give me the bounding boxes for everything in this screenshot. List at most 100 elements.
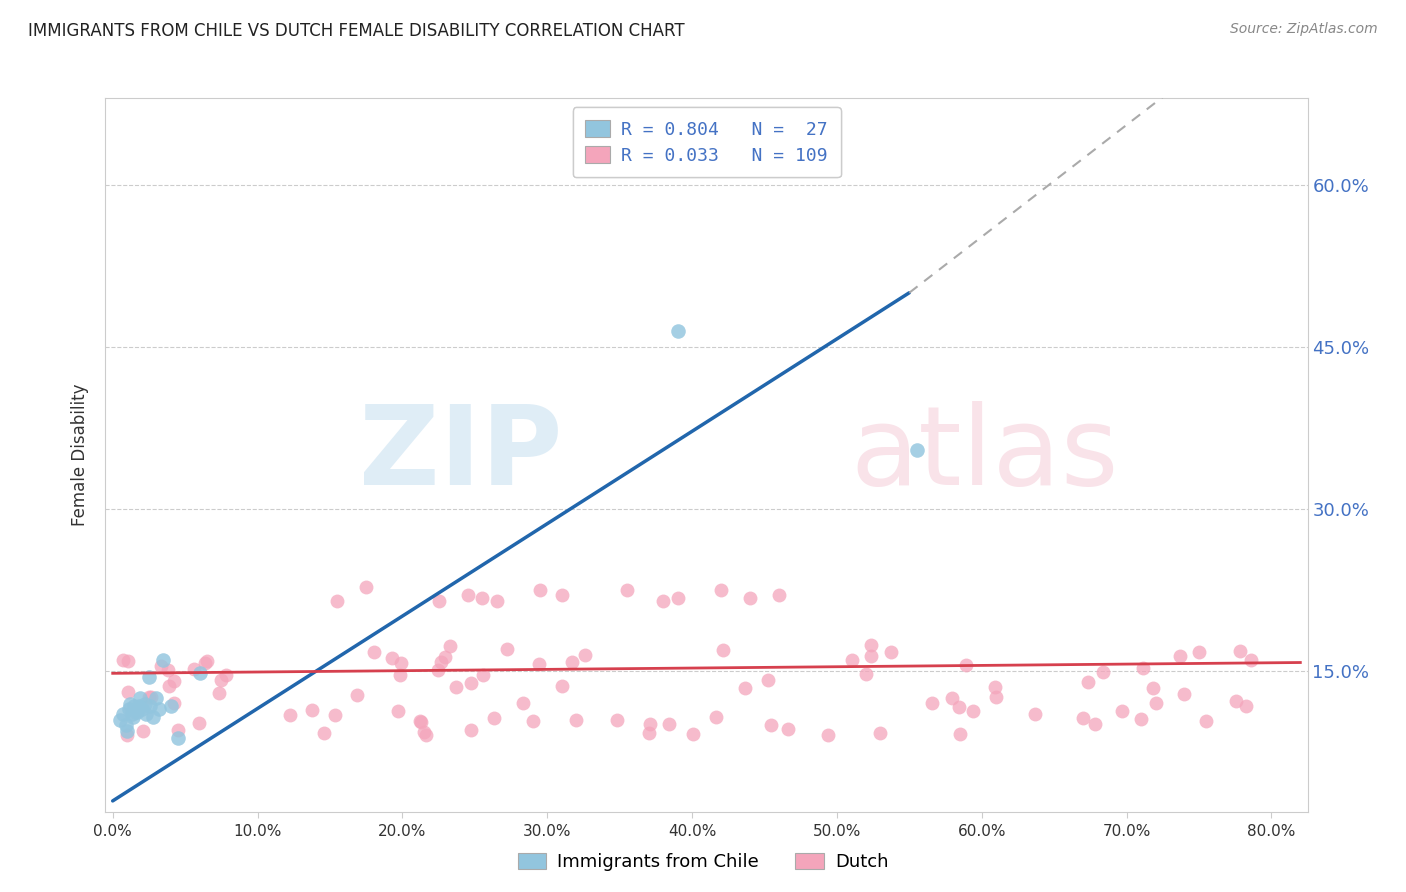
Point <box>948 699 970 714</box>
Point <box>427 594 450 608</box>
Point <box>522 714 544 728</box>
Point <box>167 723 190 737</box>
Point <box>208 686 231 700</box>
Point <box>389 668 412 682</box>
Point <box>561 655 583 669</box>
Point <box>984 690 1007 704</box>
Point <box>682 727 704 741</box>
Point <box>129 691 152 706</box>
Point <box>128 698 150 713</box>
Point <box>215 668 238 682</box>
Point <box>485 594 508 608</box>
Point <box>134 697 156 711</box>
Point <box>415 728 437 742</box>
Point <box>496 642 519 657</box>
Point <box>551 679 574 693</box>
Point <box>905 442 928 457</box>
Point <box>1168 649 1191 664</box>
Point <box>409 715 432 730</box>
Point <box>156 663 179 677</box>
Point <box>859 648 882 663</box>
Point <box>278 708 301 723</box>
Point <box>710 583 733 598</box>
Point <box>1092 665 1115 679</box>
Point <box>1225 694 1247 708</box>
Point <box>1111 704 1133 718</box>
Point <box>135 707 157 722</box>
Point <box>183 662 205 676</box>
Point <box>124 698 146 713</box>
Point <box>167 731 190 746</box>
Point <box>1024 706 1046 721</box>
Point <box>301 703 323 717</box>
Point <box>1144 697 1167 711</box>
Legend: R = 0.804   N =  27, R = 0.033   N = 109: R = 0.804 N = 27, R = 0.033 N = 109 <box>572 107 841 178</box>
Point <box>188 666 211 681</box>
Point <box>734 681 756 695</box>
Point <box>637 725 659 739</box>
Point <box>209 673 232 688</box>
Point <box>125 702 148 716</box>
Point <box>148 702 170 716</box>
Point <box>430 655 453 669</box>
Point <box>1234 698 1257 713</box>
Point <box>1132 661 1154 675</box>
Point <box>122 709 145 723</box>
Point <box>157 679 180 693</box>
Point <box>115 723 138 738</box>
Point <box>527 657 550 672</box>
Point <box>363 645 385 659</box>
Point <box>817 728 839 742</box>
Point <box>409 714 432 728</box>
Legend: Immigrants from Chile, Dutch: Immigrants from Chile, Dutch <box>510 846 896 879</box>
Text: atlas: atlas <box>851 401 1119 508</box>
Point <box>666 591 689 605</box>
Point <box>117 702 139 716</box>
Point <box>460 676 482 690</box>
Point <box>427 663 450 677</box>
Point <box>471 591 494 605</box>
Point <box>381 651 404 665</box>
Point <box>1084 716 1107 731</box>
Point <box>127 705 149 719</box>
Point <box>150 659 173 673</box>
Point <box>323 707 346 722</box>
Point <box>346 689 368 703</box>
Point <box>132 723 155 738</box>
Point <box>138 690 160 704</box>
Point <box>1240 653 1263 667</box>
Point <box>111 653 134 667</box>
Text: IMMIGRANTS FROM CHILE VS DUTCH FEMALE DISABILITY CORRELATION CHART: IMMIGRANTS FROM CHILE VS DUTCH FEMALE DI… <box>28 22 685 40</box>
Point <box>120 697 142 711</box>
Point <box>1071 711 1094 725</box>
Point <box>949 727 972 741</box>
Point <box>941 690 963 705</box>
Point <box>434 650 457 665</box>
Point <box>704 710 727 724</box>
Point <box>117 685 139 699</box>
Point <box>111 707 134 722</box>
Point <box>387 704 409 718</box>
Point <box>142 709 165 723</box>
Point <box>880 645 903 659</box>
Point <box>1129 712 1152 726</box>
Point <box>869 726 891 740</box>
Point <box>117 654 139 668</box>
Point <box>606 714 628 728</box>
Text: ZIP: ZIP <box>359 401 562 508</box>
Point <box>711 642 734 657</box>
Point <box>195 654 218 668</box>
Point <box>121 707 143 722</box>
Text: Source: ZipAtlas.com: Source: ZipAtlas.com <box>1230 22 1378 37</box>
Point <box>738 591 761 605</box>
Point <box>962 704 984 718</box>
Point <box>1173 687 1195 701</box>
Point <box>512 696 534 710</box>
Point <box>574 648 596 663</box>
Point <box>187 715 209 730</box>
Y-axis label: Female Disability: Female Disability <box>72 384 90 526</box>
Point <box>389 656 412 670</box>
Point <box>444 680 467 694</box>
Point <box>841 653 863 667</box>
Point <box>163 673 186 688</box>
